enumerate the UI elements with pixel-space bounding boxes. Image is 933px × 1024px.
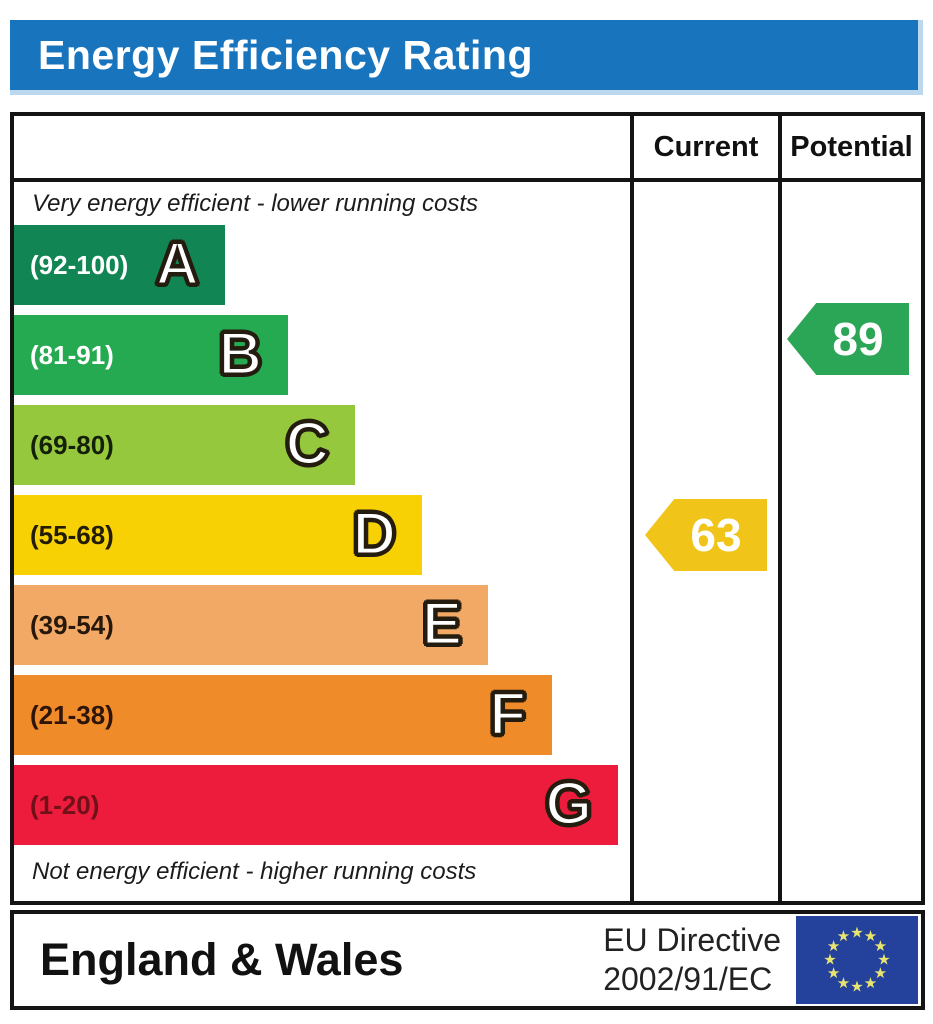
page-title: Energy Efficiency Rating xyxy=(38,32,534,78)
current-column-header: Current xyxy=(653,131,759,163)
potential-column-divider xyxy=(778,116,782,901)
eu-flag-star: ★ xyxy=(837,975,850,992)
eu-directive-line2: 2002/91/EC xyxy=(603,961,773,997)
band-f: (21-38) F xyxy=(14,675,552,755)
current-rating-arrow: 63 xyxy=(645,499,767,571)
eu-flag-star: ★ xyxy=(850,979,863,996)
band-a: (92-100) A xyxy=(14,225,225,305)
eu-directive-line1: EU Directive xyxy=(603,922,781,958)
region-label: England & Wales xyxy=(40,934,404,985)
current-rating-value: 63 xyxy=(690,509,742,561)
eu-flag-star: ★ xyxy=(827,938,840,955)
eu-flag-star: ★ xyxy=(850,925,863,942)
current-column-divider xyxy=(630,116,634,901)
band-range-label: (69-80) xyxy=(30,430,114,460)
band-letter: C xyxy=(284,409,330,479)
bottom-caption: Not energy efficient - higher running co… xyxy=(32,858,477,885)
band-range-label: (92-100) xyxy=(30,250,129,280)
top-caption: Very energy efficient - lower running co… xyxy=(32,190,478,217)
eu-flag-icon: ★ ★★★★★★★★★★★ xyxy=(796,916,918,1004)
band-letter: A xyxy=(154,229,200,299)
band-letter: F xyxy=(488,679,528,749)
band-range-label: (55-68) xyxy=(30,520,114,550)
eu-flag-star: ★ xyxy=(864,928,877,945)
band-letter: G xyxy=(544,769,594,839)
potential-rating-arrow: 89 xyxy=(787,303,909,375)
eu-flag-star: ★ xyxy=(823,952,836,969)
band-range-label: (21-38) xyxy=(30,700,114,730)
header-divider xyxy=(14,178,921,182)
footer: England & Wales EU Directive 2002/91/EC … xyxy=(10,910,925,1010)
eu-flag-star: ★ xyxy=(877,952,890,969)
band-d: (55-68) D xyxy=(14,495,422,575)
band-range-label: (81-91) xyxy=(30,340,114,370)
band-g: (1-20) G xyxy=(14,765,618,845)
title-bar: Energy Efficiency Rating xyxy=(10,20,923,95)
potential-rating-value: 89 xyxy=(832,313,884,365)
eu-flag-star: ★ xyxy=(837,928,850,945)
band-c: (69-80) C xyxy=(14,405,355,485)
band-e: (39-54) E xyxy=(14,585,488,665)
band-letter: B xyxy=(217,319,263,389)
epc-chart: Current Potential Very energy efficient … xyxy=(10,112,925,905)
band-range-label: (39-54) xyxy=(30,610,114,640)
eu-flag-star: ★ xyxy=(874,938,887,955)
eu-flag-star: ★ xyxy=(874,965,887,982)
band-letter: D xyxy=(351,499,397,569)
band-b: (81-91) B xyxy=(14,315,288,395)
band-letter: E xyxy=(420,589,463,659)
eu-directive-label: EU Directive 2002/91/EC xyxy=(603,921,781,999)
eu-flag-star: ★ xyxy=(827,965,840,982)
potential-column-header: Potential xyxy=(790,131,913,163)
eu-flag-star: ★ xyxy=(864,975,877,992)
band-range-label: (1-20) xyxy=(30,790,100,820)
